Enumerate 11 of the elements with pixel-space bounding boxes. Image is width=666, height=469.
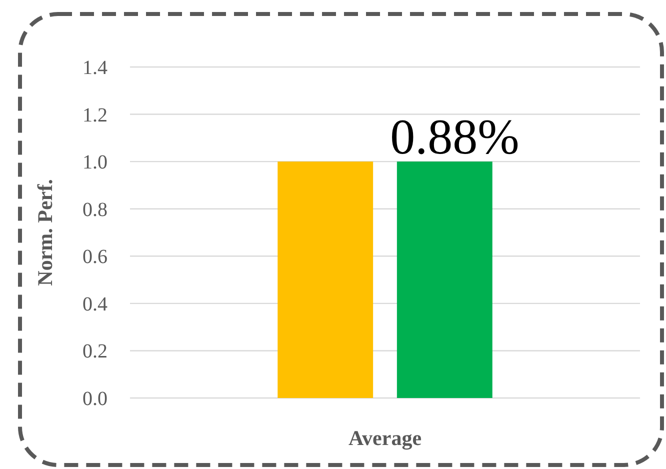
y-tick-label: 1.4 — [82, 57, 108, 79]
annotation: 0.88% — [390, 108, 520, 165]
y-tick-label: 0.4 — [82, 293, 108, 316]
y-axis-title: Norm. Perf. — [33, 179, 57, 286]
y-tick-label: 1.2 — [82, 104, 108, 126]
y-tick-label: 1.0 — [82, 152, 108, 174]
y-tick-label: 0.0 — [82, 388, 108, 410]
x-tick-label: Average — [348, 426, 422, 450]
y-tick-label: 0.6 — [82, 246, 108, 268]
y-tick-label: 0.2 — [82, 340, 108, 363]
y-tick-label: 0.8 — [82, 198, 108, 221]
